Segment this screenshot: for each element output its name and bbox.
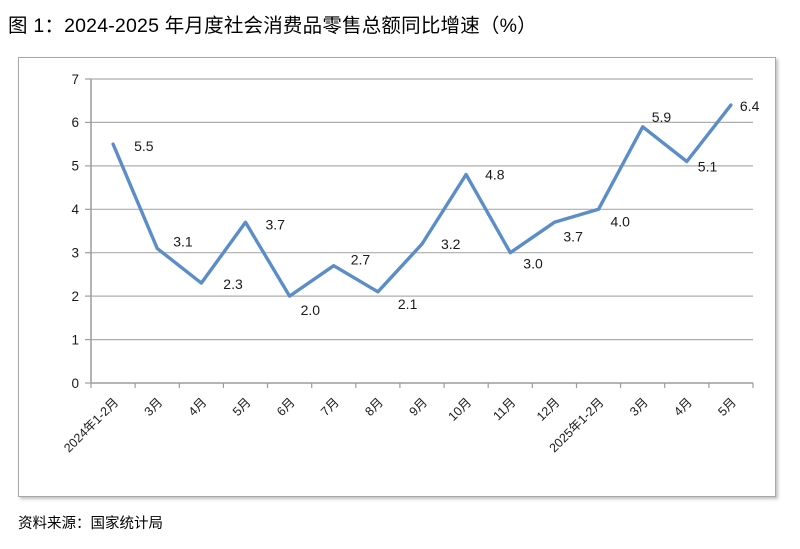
svg-text:7月: 7月 [318,395,342,419]
line-chart: 0 1 2 3 4 5 6 7 2024年1-2月 3月 4月 5月 6月 7月 8月 9月 10月 11月 12月… [61,72,759,455]
svg-text:10月: 10月 [446,395,475,424]
x-axis-labels: 2024年1-2月 3月 4月 5月 6月 7月 8月 9月 10月 11月 12月2025年1-2… [61,395,739,455]
svg-text:12月: 12月 [534,395,563,424]
svg-text:1: 1 [71,332,79,347]
svg-text:11月: 11月 [491,395,519,423]
svg-text:3.7: 3.7 [266,216,286,232]
series-line [111,103,733,298]
svg-text:5.5: 5.5 [134,138,154,154]
svg-text:4.8: 4.8 [485,167,505,183]
svg-text:5.9: 5.9 [652,109,672,125]
svg-text:6月: 6月 [274,395,298,419]
svg-text:4: 4 [71,202,79,217]
svg-text:4月: 4月 [186,395,210,419]
svg-text:2024年1-2月: 2024年1-2月 [61,395,121,455]
svg-text:5月: 5月 [715,395,739,419]
source-note: 资料来源：国家统计局 [18,516,163,532]
svg-text:9月: 9月 [406,395,430,419]
chart-area: 0 1 2 3 4 5 6 7 2024年1-2月 3月 4月 5月 6月 7月 8月 9月 10月 11月 12月… [18,57,776,497]
svg-text:2.3: 2.3 [223,276,243,292]
y-axis-grid: 0 1 2 3 4 5 6 7 [71,72,753,391]
svg-text:6: 6 [71,115,79,130]
svg-text:3.7: 3.7 [563,228,583,244]
svg-text:3.2: 3.2 [441,236,461,252]
svg-text:5: 5 [71,159,79,174]
axes [90,79,754,388]
svg-text:7: 7 [71,72,79,87]
svg-text:3.1: 3.1 [173,233,193,249]
svg-text:4月: 4月 [671,395,695,419]
svg-text:3月: 3月 [142,395,166,419]
svg-text:3月: 3月 [627,395,651,419]
svg-text:0: 0 [71,376,79,391]
data-labels: 5.5 3.1 2.3 3.7 2.0 2.7 2.1 3.2 4.8 3.0 3.7 4.0 5.9 5… [134,98,759,318]
svg-text:2: 2 [71,289,79,304]
figure-title: 图 1：2024-2025 年月度社会消费品零售总额同比增速（%） [8,15,537,37]
svg-text:6.4: 6.4 [740,98,760,114]
svg-text:2.1: 2.1 [398,296,418,312]
svg-text:2.0: 2.0 [301,302,321,318]
svg-text:2.7: 2.7 [351,252,371,268]
svg-text:8月: 8月 [362,395,386,419]
svg-text:3: 3 [71,246,79,261]
svg-text:4.0: 4.0 [611,213,631,229]
svg-text:5.1: 5.1 [698,159,718,175]
svg-text:5月: 5月 [230,395,254,419]
svg-text:3.0: 3.0 [523,256,543,272]
